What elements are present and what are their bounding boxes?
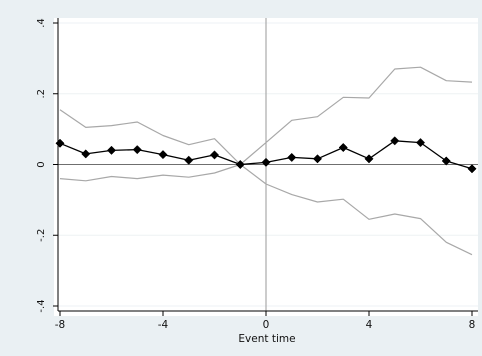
estimate-point xyxy=(415,138,426,148)
estimate-point xyxy=(81,149,91,159)
estimate-point xyxy=(364,154,374,164)
y-tick-label: .2 xyxy=(36,89,47,99)
estimate-point xyxy=(312,154,323,164)
estimate-point xyxy=(55,138,65,148)
upper-ci-line xyxy=(59,66,473,166)
y-tick-label: -.4 xyxy=(36,299,47,312)
lower-ci-line xyxy=(59,163,473,256)
axes: -.4 -.2 0 .2 .4 -8 -4 0 4 8 xyxy=(36,18,478,331)
estimate-point xyxy=(209,150,220,160)
estimate-point xyxy=(184,155,194,165)
estimate-point xyxy=(390,136,400,146)
estimate-point xyxy=(261,157,271,167)
estimate-point xyxy=(158,150,168,160)
x-tick-label: 8 xyxy=(469,319,476,331)
estimate-point xyxy=(106,145,117,155)
estimate-point xyxy=(467,164,477,174)
series-layer xyxy=(55,66,477,256)
x-axis-title: Event time xyxy=(238,333,295,345)
y-tick-label: -.2 xyxy=(36,229,47,242)
x-tick-label: -4 xyxy=(158,319,169,331)
estimate-point xyxy=(132,145,142,155)
estimate-point xyxy=(235,159,245,170)
y-tick-label: 0 xyxy=(36,161,47,167)
x-tick-label: 0 xyxy=(263,319,270,331)
estimate-point xyxy=(338,142,348,153)
estimate-point xyxy=(287,152,297,162)
y-tick-label: .4 xyxy=(36,18,47,28)
estimate-point xyxy=(441,156,451,166)
x-tick-label: 4 xyxy=(366,319,373,331)
x-tick-label: -8 xyxy=(55,319,65,331)
